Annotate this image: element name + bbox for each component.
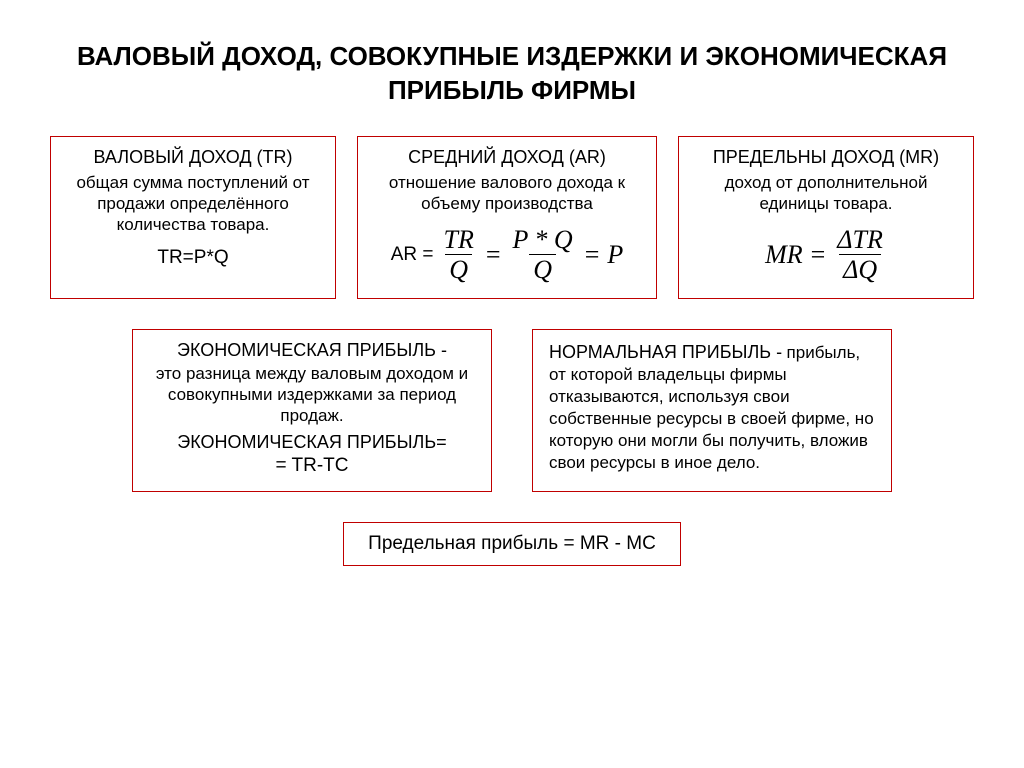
box-total-revenue: ВАЛОВЫЙ ДОХОД (TR) общая сумма поступлен… <box>50 136 336 299</box>
norm-heading: НОРМАЛЬНАЯ ПРИБЫЛЬ - <box>549 342 782 362</box>
tr-desc: общая сумма поступлений от продажи опред… <box>65 172 321 236</box>
tr-heading: ВАЛОВЫЙ ДОХОД (TR) <box>65 147 321 168</box>
equals-icon: = <box>809 240 828 270</box>
econ-heading1: ЭКОНОМИЧЕСКАЯ ПРИБЫЛЬ - <box>147 340 477 361</box>
norm-text: прибыль, от которой владельцы фирмы отка… <box>549 343 874 472</box>
mr-frac: ΔTR ΔQ <box>833 226 887 284</box>
mr-heading: ПРЕДЕЛЬНЫ ДОХОД (MR) <box>693 147 959 168</box>
ar-frac2: P * Q Q <box>509 226 577 284</box>
marginal-profit-text: Предельная прибыль = MR - MC <box>368 533 656 554</box>
econ-desc: это разница между валовым доходом и сово… <box>147 363 477 427</box>
ar-frac1: TR Q <box>440 226 478 284</box>
econ-formula: = TR-TC <box>147 455 477 477</box>
box-average-revenue: СРЕДНИЙ ДОХОД (AR) отношение валового до… <box>357 136 657 299</box>
mr-lhs: MR <box>765 240 803 270</box>
ar-formula: AR = TR Q = P * Q Q = P <box>372 226 642 284</box>
row-middle: ЭКОНОМИЧЕСКАЯ ПРИБЫЛЬ - это разница межд… <box>50 329 974 493</box>
mr-frac-num: ΔTR <box>833 226 887 254</box>
tr-formula: TR=P*Q <box>65 247 321 269</box>
box-marginal-revenue: ПРЕДЕЛЬНЫ ДОХОД (MR) доход от дополнител… <box>678 136 974 299</box>
ar-frac1-den: Q <box>445 254 472 283</box>
ar-frac1-num: TR <box>440 226 478 254</box>
ar-frac2-num: P * Q <box>509 226 577 254</box>
ar-desc: отношение валового дохода к объему произ… <box>372 172 642 215</box>
econ-heading2: ЭКОНОМИЧЕСКАЯ ПРИБЫЛЬ= <box>147 432 477 453</box>
mr-frac-den: ΔQ <box>839 254 881 283</box>
ar-formula-tail: P <box>607 240 623 270</box>
row-top: ВАЛОВЫЙ ДОХОД (TR) общая сумма поступлен… <box>50 136 974 299</box>
box-marginal-profit: Предельная прибыль = MR - MC <box>343 522 681 566</box>
ar-frac2-den: Q <box>529 254 556 283</box>
ar-formula-prefix: AR = <box>391 244 434 266</box>
equals-icon: = <box>583 240 602 270</box>
mr-formula: MR = ΔTR ΔQ <box>693 226 959 284</box>
equals-icon: = <box>484 240 503 270</box>
ar-heading: СРЕДНИЙ ДОХОД (AR) <box>372 147 642 168</box>
page-title: ВАЛОВЫЙ ДОХОД, СОВОКУПНЫЕ ИЗДЕРЖКИ И ЭКО… <box>50 40 974 108</box>
row-bottom: Предельная прибыль = MR - MC <box>50 522 974 566</box>
box-normal-profit: НОРМАЛЬНАЯ ПРИБЫЛЬ - прибыль, от которой… <box>532 329 892 493</box>
mr-desc: доход от дополнительной единицы товара. <box>693 172 959 215</box>
box-economic-profit: ЭКОНОМИЧЕСКАЯ ПРИБЫЛЬ - это разница межд… <box>132 329 492 493</box>
